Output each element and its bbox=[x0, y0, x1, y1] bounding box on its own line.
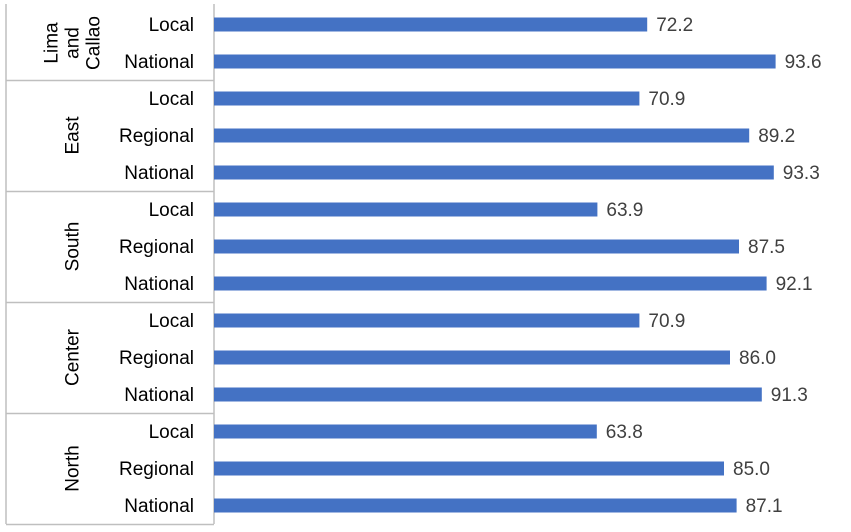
category-tick-label: Local bbox=[149, 311, 194, 332]
bar-1-national bbox=[214, 54, 776, 69]
category-tick-label: National bbox=[124, 163, 194, 184]
group-label: North bbox=[63, 445, 84, 491]
data-label: 85.0 bbox=[733, 459, 770, 480]
bar-1-local bbox=[214, 17, 648, 32]
bar-3-national bbox=[214, 276, 767, 291]
group-label-line: Callao bbox=[84, 16, 105, 70]
category-tick-label: Regional bbox=[119, 459, 194, 480]
group-label: Center bbox=[63, 328, 84, 386]
data-label: 93.6 bbox=[785, 52, 822, 73]
data-label: 87.5 bbox=[748, 237, 785, 258]
group-label: South bbox=[63, 222, 84, 272]
bar-4-regional bbox=[214, 350, 730, 365]
group-label-line: South bbox=[63, 222, 84, 272]
data-label: 92.1 bbox=[776, 274, 813, 295]
data-label: 87.1 bbox=[746, 496, 783, 517]
data-label: 89.2 bbox=[758, 126, 795, 147]
data-label: 70.9 bbox=[648, 311, 685, 332]
bar-4-local bbox=[214, 313, 640, 328]
bar-2-national bbox=[214, 165, 774, 180]
group-label-line: Center bbox=[63, 328, 84, 386]
bar-4-national bbox=[214, 387, 762, 402]
group-label-line: Lima bbox=[42, 22, 63, 64]
data-label: 63.9 bbox=[606, 200, 643, 221]
category-tick-label: National bbox=[124, 385, 194, 406]
data-label: 63.8 bbox=[606, 422, 643, 443]
group-label-line: and bbox=[63, 27, 84, 59]
bar-3-regional bbox=[214, 239, 739, 254]
data-label: 72.2 bbox=[656, 15, 693, 36]
bar-5-local bbox=[214, 424, 597, 439]
category-tick-label: Regional bbox=[119, 348, 194, 369]
category-tick-label: Local bbox=[149, 89, 194, 110]
bar-5-national bbox=[214, 498, 737, 513]
category-tick-label: Local bbox=[149, 15, 194, 36]
category-tick-label: National bbox=[124, 496, 194, 517]
category-tick-label: Regional bbox=[119, 126, 194, 147]
category-tick-label: National bbox=[124, 274, 194, 295]
bar-3-local bbox=[214, 202, 598, 217]
data-label: 93.3 bbox=[783, 163, 820, 184]
data-label: 86.0 bbox=[739, 348, 776, 369]
group-label: LimaandCallao bbox=[42, 16, 105, 70]
category-tick-label: Local bbox=[149, 200, 194, 221]
category-tick-label: Regional bbox=[119, 237, 194, 258]
bar-2-local bbox=[214, 91, 640, 106]
data-label: 91.3 bbox=[771, 385, 808, 406]
category-tick-label: National bbox=[124, 52, 194, 73]
bar-2-regional bbox=[214, 128, 750, 143]
group-label-line: East bbox=[63, 116, 84, 155]
group-label-line: North bbox=[63, 445, 84, 491]
bar-5-regional bbox=[214, 461, 724, 476]
data-label: 70.9 bbox=[648, 89, 685, 110]
category-tick-label: Local bbox=[149, 422, 194, 443]
group-label: East bbox=[63, 116, 84, 155]
